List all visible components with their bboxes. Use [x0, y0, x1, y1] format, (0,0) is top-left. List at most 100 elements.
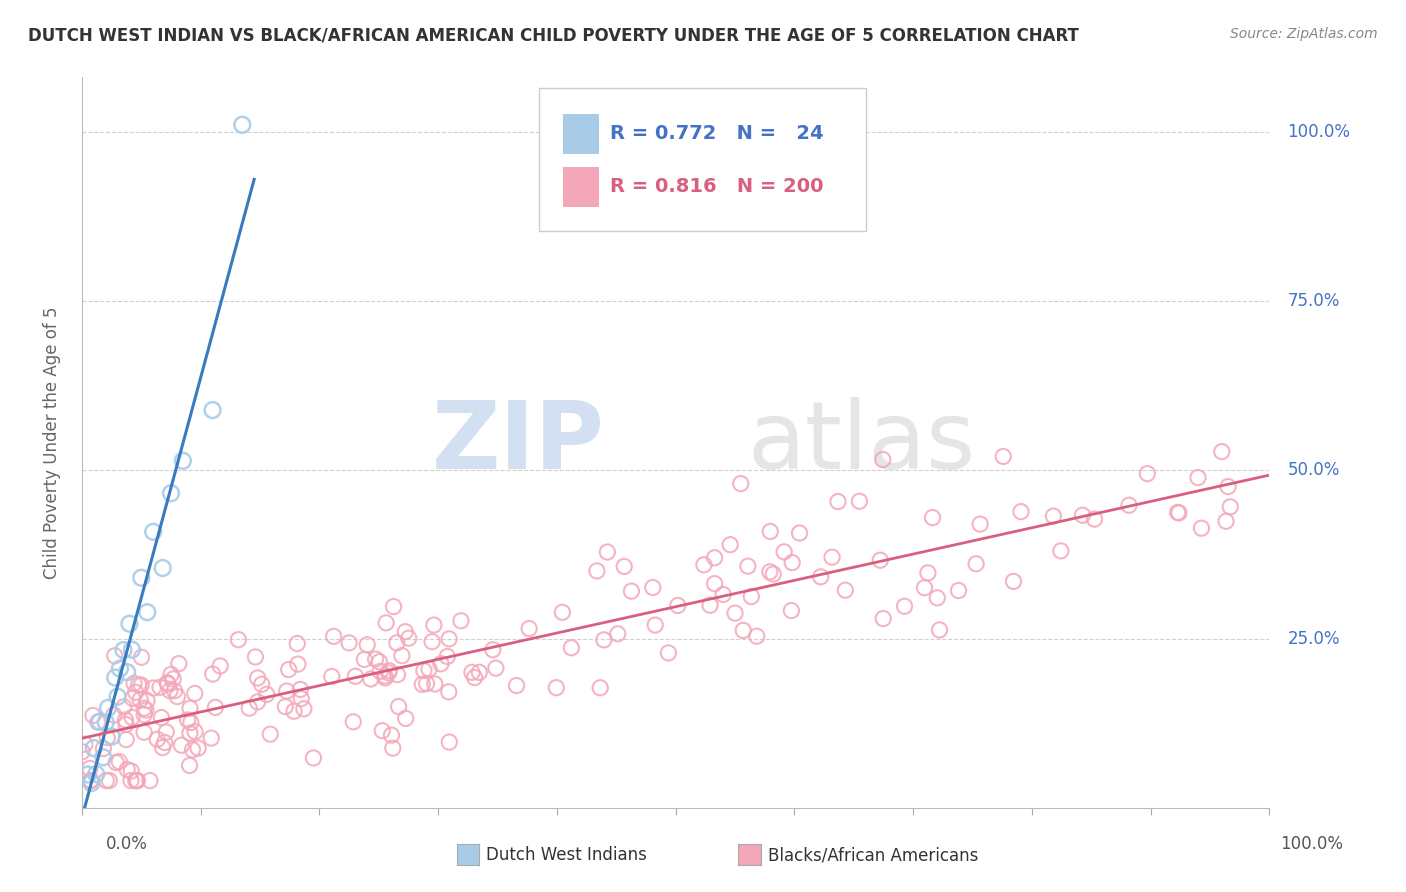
Point [737, 559, 759, 574]
Point [821, 550, 844, 565]
Point [1042, 509, 1064, 524]
Point [246, 695, 269, 709]
Point [928, 623, 950, 637]
Point [302, 751, 325, 765]
Point [152, 561, 174, 575]
Point [733, 624, 755, 638]
Point [108, 662, 131, 676]
Point [167, 657, 190, 671]
Point [131, 650, 153, 665]
Point [711, 587, 734, 601]
Point [112, 643, 135, 657]
Point [73, 737, 96, 751]
Point [423, 618, 446, 632]
Point [398, 631, 420, 645]
Point [104, 648, 127, 663]
Point [181, 743, 204, 757]
Point [969, 517, 991, 532]
Point [170, 738, 193, 752]
Point [118, 616, 141, 631]
Text: DUTCH WEST INDIAN VS BLACK/AFRICAN AMERICAN CHILD POVERTY UNDER THE AGE OF 5 COR: DUTCH WEST INDIAN VS BLACK/AFRICAN AMERI… [28, 27, 1078, 45]
Point [112, 699, 135, 714]
Point [77, 767, 100, 781]
Point [418, 662, 440, 676]
Point [250, 677, 273, 691]
Point [179, 758, 201, 772]
Point [131, 678, 153, 692]
Point [129, 692, 152, 706]
Point [834, 583, 856, 598]
Point [505, 679, 527, 693]
Text: atlas: atlas [747, 397, 976, 489]
Point [394, 624, 416, 639]
Point [337, 636, 360, 650]
Point [1168, 506, 1191, 520]
Point [693, 558, 716, 572]
Point [762, 566, 785, 581]
Point [848, 494, 870, 508]
Point [179, 701, 201, 715]
Point [1211, 444, 1233, 458]
Point [1215, 514, 1237, 528]
Point [368, 665, 391, 679]
Point [156, 677, 179, 691]
Point [166, 690, 188, 704]
Point [160, 667, 183, 681]
Point [115, 732, 138, 747]
Point [342, 714, 364, 729]
Text: Blacks/African Americans: Blacks/African Americans [768, 847, 979, 864]
Point [423, 677, 446, 691]
Point [97, 701, 120, 715]
Point [107, 690, 129, 704]
Point [1136, 467, 1159, 481]
Point [1189, 521, 1212, 535]
Point [172, 454, 194, 468]
Point [948, 583, 970, 598]
Point [180, 715, 202, 730]
Point [121, 642, 143, 657]
Point [152, 740, 174, 755]
Point [285, 636, 308, 650]
Point [153, 735, 176, 749]
Point [201, 403, 224, 417]
Point [773, 545, 796, 559]
Point [176, 713, 198, 727]
Point [93, 741, 115, 756]
Point [108, 755, 131, 769]
Point [1118, 498, 1140, 512]
Point [461, 665, 484, 680]
Point [387, 667, 409, 681]
Point [437, 632, 460, 646]
Point [810, 570, 832, 584]
Text: 50.0%: 50.0% [1288, 460, 1340, 479]
Point [184, 724, 207, 739]
Point [917, 566, 939, 580]
Point [142, 524, 165, 539]
Point [546, 681, 568, 695]
Point [80, 773, 103, 788]
Point [620, 584, 643, 599]
Point [200, 731, 222, 745]
Text: 100.0%: 100.0% [1279, 835, 1343, 853]
Point [364, 652, 387, 666]
Point [124, 685, 146, 699]
Point [142, 681, 165, 695]
Point [184, 686, 207, 700]
Text: 25.0%: 25.0% [1288, 630, 1340, 648]
Point [274, 699, 297, 714]
Point [100, 730, 122, 744]
Point [79, 761, 101, 775]
Point [246, 671, 269, 685]
Point [586, 564, 609, 578]
Point [380, 728, 402, 742]
Point [209, 659, 232, 673]
Point [551, 605, 574, 619]
Point [730, 476, 752, 491]
Point [1083, 512, 1105, 526]
Point [745, 629, 768, 643]
Point [105, 756, 128, 770]
Point [128, 678, 150, 692]
Point [179, 726, 201, 740]
Point [125, 773, 148, 788]
Point [1167, 505, 1189, 519]
